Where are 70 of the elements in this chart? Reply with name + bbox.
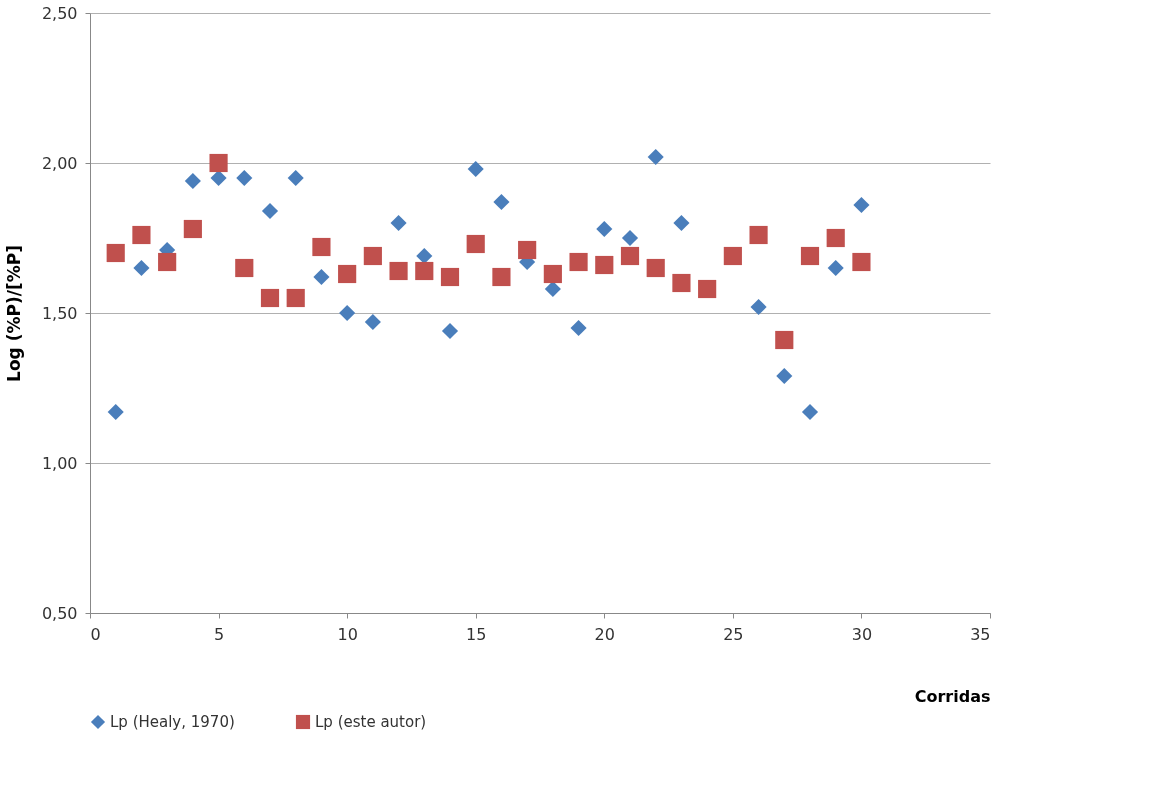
point <box>106 243 125 263</box>
point <box>672 273 691 293</box>
y-tick-label: 2,50 <box>41 3 78 23</box>
point <box>286 288 305 308</box>
x-tick-label: 0 <box>90 624 101 644</box>
point <box>620 246 640 266</box>
y-tick-label: 1,00 <box>41 453 78 473</box>
point <box>183 219 202 239</box>
point <box>364 313 381 331</box>
point <box>313 268 330 286</box>
y-axis-title: Log (%P)/[%P] <box>3 245 24 382</box>
point <box>467 160 484 178</box>
point <box>390 214 407 232</box>
point <box>801 403 819 421</box>
x-tick-label: 10 <box>337 624 358 644</box>
point <box>595 255 614 275</box>
point <box>338 264 357 284</box>
point <box>800 246 820 266</box>
y-tick-label: 1,50 <box>41 303 78 323</box>
point <box>389 261 408 281</box>
point <box>647 148 664 166</box>
point <box>441 322 459 340</box>
point <box>493 193 510 211</box>
point <box>673 214 690 232</box>
point <box>466 234 485 254</box>
point <box>235 258 254 278</box>
point <box>339 304 356 322</box>
point <box>852 252 871 272</box>
point <box>853 196 870 214</box>
y-tick-label: 0,50 <box>41 603 78 623</box>
point <box>827 259 844 277</box>
x-tick-label: 5 <box>213 624 225 644</box>
point <box>749 225 768 245</box>
point <box>775 330 794 350</box>
legend-label: Lp (este autor) <box>315 713 427 731</box>
x-tick-label: 30 <box>851 624 873 644</box>
point <box>184 172 201 190</box>
point <box>158 252 177 272</box>
point <box>776 367 793 385</box>
point <box>698 279 717 299</box>
point <box>621 229 639 247</box>
point <box>543 264 562 284</box>
point <box>133 259 150 277</box>
point <box>440 267 460 287</box>
point <box>723 246 742 266</box>
point <box>107 403 124 421</box>
point <box>415 261 434 281</box>
point <box>646 258 665 278</box>
point <box>518 240 537 260</box>
legend-label: Lp (Healy, 1970) <box>110 713 235 731</box>
x-tick-label: 20 <box>594 624 615 644</box>
point <box>750 298 767 316</box>
x-tick-label: 15 <box>466 624 487 644</box>
x-axis-title: Corridas <box>914 686 991 706</box>
point <box>209 153 228 173</box>
point <box>132 225 151 245</box>
x-tick-label: 25 <box>723 624 744 644</box>
point <box>287 169 304 187</box>
x-tick-label: 35 <box>970 624 991 644</box>
y-tick-label: 2,00 <box>41 153 78 173</box>
point <box>826 228 845 248</box>
point <box>260 288 280 308</box>
point <box>570 319 587 337</box>
point <box>492 267 511 287</box>
point <box>569 252 588 272</box>
point <box>312 237 331 257</box>
point <box>596 220 613 238</box>
point <box>363 246 382 266</box>
point <box>261 202 279 220</box>
point <box>236 169 253 187</box>
